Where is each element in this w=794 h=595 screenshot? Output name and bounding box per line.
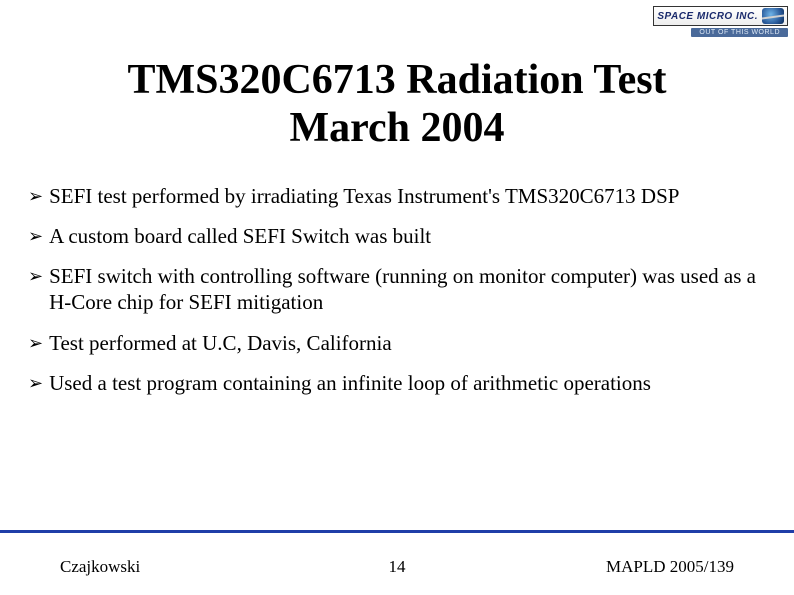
logo-company-text: SPACE MICRO INC. [657,11,758,22]
bullet-text: SEFI test performed by irradiating Texas… [49,183,766,209]
footer-author: Czajkowski [60,557,285,577]
bullet-item: ➢ SEFI switch with controlling software … [28,263,766,316]
slide-body: ➢ SEFI test performed by irradiating Tex… [0,153,794,397]
footer-conference: MAPLD 2005/139 [509,557,734,577]
slide: SPACE MICRO INC. OUT OF THIS WORLD TMS32… [0,0,794,595]
bullet-marker-icon: ➢ [28,263,43,289]
title-line-2: March 2004 [0,104,794,152]
footer-page-number: 14 [285,557,510,577]
bullet-text: Test performed at U.C, Davis, California [49,330,766,356]
logo-tagline: OUT OF THIS WORLD [691,28,788,37]
logo-badge: SPACE MICRO INC. [653,6,788,26]
bullet-item: ➢ Used a test program containing an infi… [28,370,766,396]
bullet-item: ➢ Test performed at U.C, Davis, Californ… [28,330,766,356]
earth-icon [762,8,784,24]
company-logo: SPACE MICRO INC. OUT OF THIS WORLD [628,6,788,46]
bullet-item: ➢ A custom board called SEFI Switch was … [28,223,766,249]
bullet-marker-icon: ➢ [28,223,43,249]
bullet-marker-icon: ➢ [28,330,43,356]
bullet-text: Used a test program containing an infini… [49,370,766,396]
bullet-text: SEFI switch with controlling software (r… [49,263,766,316]
footer-divider [0,530,794,533]
bullet-marker-icon: ➢ [28,370,43,396]
bullet-text: A custom board called SEFI Switch was bu… [49,223,766,249]
slide-footer: Czajkowski 14 MAPLD 2005/139 [0,557,794,577]
title-line-1: TMS320C6713 Radiation Test [0,56,794,104]
bullet-marker-icon: ➢ [28,183,43,209]
bullet-item: ➢ SEFI test performed by irradiating Tex… [28,183,766,209]
